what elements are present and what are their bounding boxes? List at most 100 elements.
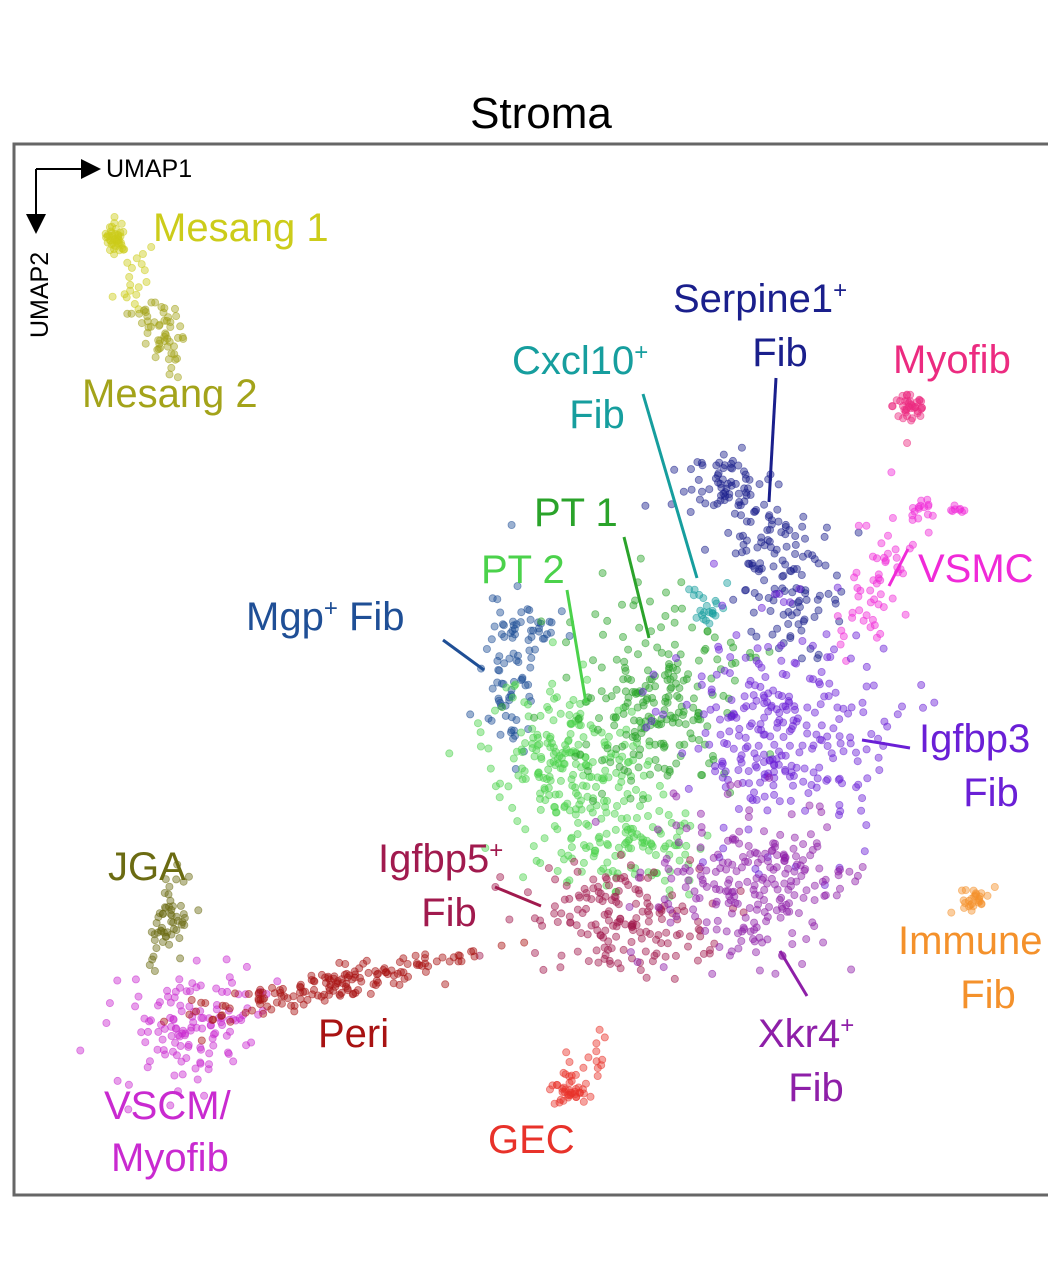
label-xkr4-sup: +: [840, 1012, 854, 1039]
cell-point-pt-2: [624, 844, 633, 853]
cell-point-mgp-fib: [507, 521, 516, 530]
cell-point-pt-1: [700, 646, 709, 655]
leader-cxcl10: [641, 393, 699, 579]
cell-point-igfbp3-fib: [766, 732, 775, 741]
cell-point-mgp-fib: [514, 651, 523, 660]
label-cxcl10-sup: +: [634, 339, 648, 366]
cell-point-pt-1: [599, 630, 608, 639]
cell-point-myofib: [896, 397, 905, 406]
cell-point-peri: [244, 990, 253, 999]
cell-point-pt-1: [703, 722, 712, 731]
cell-point-jga: [177, 920, 186, 929]
cell-point-pt-2: [591, 846, 600, 855]
cell-point-vsmc: [837, 626, 846, 635]
cell-point-igfbp5-fib: [706, 946, 715, 955]
cell-point-myofib: [903, 438, 912, 447]
cell-point-igfbp3-fib: [852, 748, 861, 757]
label-pt2: PT 2: [481, 548, 565, 592]
cell-point-igfbp5-fib: [642, 927, 651, 936]
cell-point-igfbp3-fib: [781, 751, 790, 760]
cell-point-igfbp5-fib: [636, 966, 645, 975]
cell-point-igfbp5-fib: [657, 939, 666, 948]
cell-point-mesang-2: [176, 322, 185, 331]
cell-point-vscm-myofib: [137, 1028, 146, 1037]
cell-point-igfbp3-fib: [792, 763, 801, 772]
cell-point-igfbp3-fib: [716, 730, 725, 739]
cell-point-mgp-fib: [514, 658, 523, 667]
cell-point-igfbp5-fib: [635, 889, 644, 898]
cell-point-igfbp3-fib: [778, 669, 787, 678]
cell-point-pt-1: [634, 650, 643, 659]
cell-point-igfbp3-fib: [863, 774, 872, 783]
cell-point-pt-1: [689, 703, 698, 712]
leader-pt1: [622, 536, 651, 639]
cell-point-serpine1-fib: [798, 522, 807, 531]
cell-point-xkr4-fib: [732, 867, 741, 876]
cell-point-pt-2: [597, 867, 606, 876]
cell-point-vscm-myofib: [192, 956, 201, 965]
cell-point-igfbp3-fib: [823, 732, 832, 741]
cell-point-serpine1-fib: [782, 542, 791, 551]
cell-point-pt-1: [663, 676, 672, 685]
cell-point-pt-2: [601, 766, 610, 775]
cell-point-igfbp3-fib: [798, 741, 807, 750]
cell-point-vscm-myofib: [192, 983, 201, 992]
cell-point-igfbp3-fib: [737, 751, 746, 760]
cell-point-igfbp5-fib: [645, 902, 654, 911]
cell-point-mesang-2: [167, 363, 176, 372]
cell-point-igfbp5-fib: [685, 932, 694, 941]
cell-point-pt-1: [619, 675, 628, 684]
cell-point-xkr4-fib: [790, 833, 799, 842]
cell-point-xkr4-fib: [698, 875, 707, 884]
cell-point-vscm-myofib: [188, 979, 197, 988]
cell-point-pt-2: [514, 771, 523, 780]
cell-point-igfbp3-fib: [753, 644, 762, 653]
cell-point-xkr4-fib: [739, 923, 748, 932]
cell-point-pt-1: [498, 703, 507, 712]
cell-point-pt-2: [551, 790, 560, 799]
cell-point-cxcl10-fib: [699, 615, 708, 624]
cell-point-serpine1-fib: [769, 596, 778, 605]
cell-point-vsmc: [888, 514, 897, 523]
cell-point-pt-1: [576, 750, 585, 759]
cell-point-serpine1-fib: [713, 499, 722, 508]
cell-point-xkr4-fib: [664, 865, 673, 874]
label-peri: Peri: [318, 1012, 389, 1056]
cell-point-pt-1: [621, 663, 630, 672]
cell-point-igfbp5-fib: [663, 939, 672, 948]
cell-point-vscm-myofib: [167, 1032, 176, 1041]
cell-point-pt-2: [632, 814, 641, 823]
cell-point-igfbp3-fib: [697, 680, 706, 689]
cell-point-serpine1-fib: [781, 520, 790, 529]
cell-point-igfbp5-fib: [594, 888, 603, 897]
label-serpine1-fib-line2: Fib: [752, 331, 808, 375]
cell-point-vsmc: [908, 540, 917, 549]
cell-point-jga: [173, 860, 182, 869]
cell-point-pt-1: [681, 720, 690, 729]
cell-point-pt-1: [624, 767, 633, 776]
cell-point-igfbp3-fib: [729, 744, 738, 753]
cell-point-xkr4-fib: [745, 806, 754, 815]
cell-point-igfbp3-fib: [817, 721, 826, 730]
cell-point-serpine1-fib: [729, 595, 738, 604]
cell-point-mgp-fib: [512, 716, 521, 725]
cell-point-igfbp3-fib: [760, 713, 769, 722]
cell-point-pt-1: [612, 685, 621, 694]
cell-point-peri: [276, 988, 285, 997]
cell-point-mesang-1: [111, 229, 120, 238]
cell-point-peri: [254, 995, 263, 1004]
cell-point-vscm-myofib: [173, 1087, 182, 1096]
cell-point-pt-2: [586, 721, 595, 730]
cell-point-xkr4-fib: [832, 891, 841, 900]
cell-point-xkr4-fib: [761, 849, 770, 858]
cell-point-pt-2: [615, 755, 624, 764]
cell-point-igfbp5-fib: [570, 857, 579, 866]
cell-point-serpine1-fib: [794, 598, 803, 607]
cell-point-xkr4-fib: [765, 903, 774, 912]
cell-point-serpine1-fib: [779, 571, 788, 580]
cell-point-mgp-fib: [547, 618, 556, 627]
cell-point-pt-2: [608, 867, 617, 876]
cell-point-vsmc: [870, 595, 879, 604]
cell-point-pt-1: [659, 739, 668, 748]
cell-point-xkr4-fib: [794, 909, 803, 918]
